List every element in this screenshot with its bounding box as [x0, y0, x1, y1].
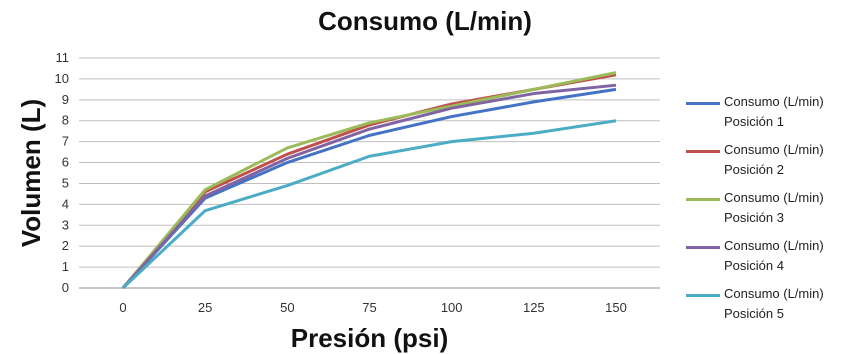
legend-swatch [686, 294, 720, 297]
y-tick-label: 5 [62, 175, 69, 190]
legend-swatch [686, 246, 720, 249]
legend-item-2: Consumo (L/min) Posición 2 [686, 140, 850, 188]
y-tick-label: 6 [62, 155, 69, 170]
series-line-2 [121, 73, 617, 289]
legend-label-line2: Posición 2 [724, 162, 784, 177]
y-tick-label: 0 [62, 280, 69, 295]
legend-label-line1: Consumo (L/min) [724, 190, 824, 205]
x-tick-label: 75 [362, 300, 376, 315]
x-tick-label: 25 [198, 300, 212, 315]
legend-label: Consumo (L/min) Posición 5 [724, 284, 824, 324]
legend-swatch [686, 102, 720, 105]
legend-label: Consumo (L/min) Posición 4 [724, 236, 824, 276]
x-tick-label: 0 [119, 300, 126, 315]
y-tick-label: 9 [62, 92, 69, 107]
y-tick-label: 11 [56, 50, 70, 65]
legend-label-line2: Posición 4 [724, 258, 784, 273]
x-tick-label: 125 [523, 300, 545, 315]
legend-label-line2: Posición 3 [724, 210, 784, 225]
legend-swatch [686, 150, 720, 153]
legend-item-5: Consumo (L/min) Posición 5 [686, 284, 850, 332]
x-tick-label: 150 [605, 300, 627, 315]
series-line-3 [121, 71, 617, 289]
y-tick-label: 10 [55, 71, 69, 86]
y-tick-label: 7 [62, 134, 69, 149]
series-line-1 [121, 87, 617, 290]
x-tick-label: 50 [280, 300, 294, 315]
legend-label: Consumo (L/min) Posición 3 [724, 188, 824, 228]
legend-swatch [686, 198, 720, 201]
legend-label-line2: Posición 1 [724, 114, 784, 129]
legend-item-1: Consumo (L/min) Posición 1 [686, 92, 850, 140]
legend: Consumo (L/min) Posición 1 Consumo (L/min)… [686, 92, 850, 332]
y-tick-label: 1 [62, 259, 69, 274]
legend-label: Consumo (L/min) Posición 2 [724, 140, 824, 180]
x-tick-label: 100 [441, 300, 463, 315]
legend-label: Consumo (L/min) Posición 1 [724, 92, 824, 132]
legend-label-line1: Consumo (L/min) [724, 286, 824, 301]
legend-item-3: Consumo (L/min) Posición 3 [686, 188, 850, 236]
y-tick-label: 4 [62, 196, 69, 211]
y-tick-label: 2 [62, 238, 69, 253]
y-axis-label: Volumen (L) [16, 99, 46, 247]
y-tick-label: 3 [62, 217, 69, 232]
y-tick-label: 8 [62, 113, 69, 128]
legend-label-line1: Consumo (L/min) [724, 94, 824, 109]
x-axis-label: Presión (psi) [291, 323, 448, 353]
series-line-5 [121, 119, 617, 290]
legend-label-line1: Consumo (L/min) [724, 142, 824, 157]
legend-label-line1: Consumo (L/min) [724, 238, 824, 253]
legend-label-line2: Posición 5 [724, 306, 784, 321]
chart-title: Consumo (L/min) [318, 6, 532, 36]
legend-item-4: Consumo (L/min) Posición 4 [686, 236, 850, 284]
series-line-4 [121, 83, 617, 289]
